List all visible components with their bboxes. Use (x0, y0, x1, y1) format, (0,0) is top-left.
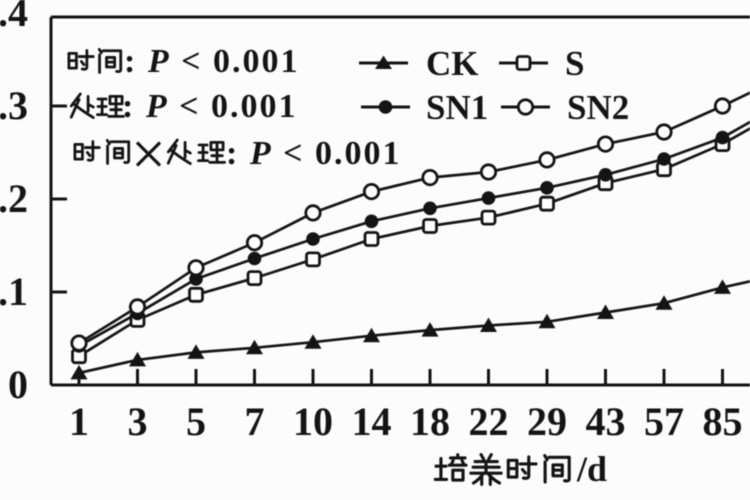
svg-text:: P < 0.001: : P < 0.001 (124, 43, 299, 80)
svg-text:10: 10 (293, 399, 333, 444)
svg-text:43: 43 (586, 399, 626, 444)
svg-text:.1: .1 (0, 269, 28, 314)
svg-text:SN2: SN2 (567, 88, 629, 127)
svg-text:0: 0 (8, 362, 28, 407)
svg-text:57: 57 (644, 399, 684, 444)
svg-text:.2: .2 (0, 176, 28, 221)
svg-text:18: 18 (410, 399, 450, 444)
svg-text:5: 5 (186, 399, 206, 444)
svg-text:.4: .4 (0, 0, 28, 35)
svg-text:/d: /d (576, 449, 607, 489)
svg-text:: P < 0.001: : P < 0.001 (226, 135, 401, 172)
svg-text:S: S (565, 44, 584, 83)
svg-text:7: 7 (245, 399, 265, 444)
svg-text:1: 1 (69, 399, 89, 444)
svg-text:14: 14 (352, 399, 392, 444)
svg-text:: P < 0.001: : P < 0.001 (122, 88, 297, 125)
svg-text:3: 3 (128, 399, 148, 444)
svg-text:SN1: SN1 (426, 88, 488, 127)
svg-text:22: 22 (469, 399, 509, 444)
svg-text:29: 29 (527, 399, 567, 444)
svg-text:85: 85 (703, 399, 743, 444)
svg-text:.3: .3 (0, 83, 28, 128)
svg-text:CK: CK (426, 44, 479, 83)
